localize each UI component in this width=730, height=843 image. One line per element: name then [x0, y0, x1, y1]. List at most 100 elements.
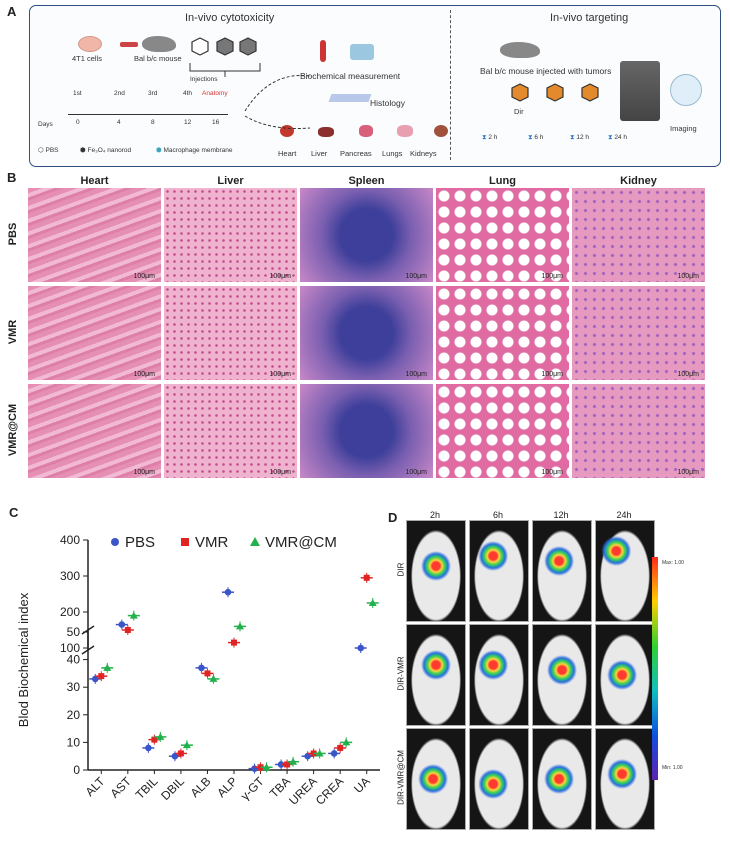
data-point-vmr-cm: [368, 599, 377, 606]
panel-b-label: B: [7, 170, 17, 185]
scale-bar-label: 100μm: [677, 273, 699, 280]
scale-bar-label: 100μm: [405, 273, 427, 280]
x-tick-label: CREA: [313, 774, 346, 807]
dir-label: Dir: [514, 107, 524, 116]
mouse-image-dir-vmr-24h: [595, 624, 655, 726]
day-12: 12: [184, 119, 192, 126]
organ-liver: Liver: [311, 149, 328, 158]
days-label: Days: [38, 121, 53, 128]
data-point-pbs: [145, 744, 152, 752]
y-tick-label: 300: [60, 569, 80, 583]
time-12h: ⧗ 12 h: [570, 134, 590, 141]
histology-image-lung-vmr: 100μm: [436, 286, 569, 380]
organ-pancreas: Pancreas: [340, 149, 372, 158]
scale-bar-label: 100μm: [133, 273, 155, 280]
imaging-row-label-dir: DIR: [396, 562, 406, 577]
histology-image-spleen-vmr-cm: 100μm: [300, 384, 433, 478]
data-point-vmr: [204, 670, 211, 677]
data-point-pbs: [224, 588, 232, 596]
y-tick-label: 10: [67, 735, 81, 749]
mouse-image-dir-vmr-cm-6h: [469, 728, 529, 830]
data-point-pbs: [304, 752, 311, 760]
data-point-vmr-cm: [289, 757, 298, 765]
histology-image-spleen-pbs: 100μm: [300, 188, 433, 282]
data-point-vmr-cm: [315, 749, 324, 757]
y-tick-label: 20: [67, 708, 81, 722]
dose-3: 3rd: [148, 90, 158, 97]
legend-label: VMR: [195, 534, 229, 551]
y-tick-label: 400: [60, 533, 80, 547]
data-point-vmr: [177, 750, 184, 757]
data-point-vmr: [337, 744, 344, 751]
mouse-image-dir-vmr-6h: [469, 624, 529, 726]
scale-bar-label: 100μm: [133, 469, 155, 476]
legend-membrane: ⬢ Macrophage membrane: [156, 147, 233, 154]
data-point-pbs: [330, 750, 338, 757]
y-tick-label: 0: [73, 763, 80, 777]
data-point-vmr: [284, 761, 291, 768]
data-point-pbs: [91, 675, 99, 683]
panel-a-label: A: [7, 4, 17, 19]
scale-bar-label: 100μm: [541, 371, 563, 378]
mouse-icon: [142, 36, 176, 52]
day-4: 4: [117, 119, 121, 126]
time-6h: ⧗ 6 h: [528, 134, 544, 141]
data-point-vmr-cm: [342, 738, 351, 746]
row-label-pbs: PBS: [7, 222, 19, 246]
mouse-image-dir-vmr-cm-24h: [595, 728, 655, 830]
syringe-icon: [120, 42, 138, 47]
targeting-title: In-vivo targeting: [550, 12, 629, 24]
time-label-6h: 6h: [492, 510, 503, 520]
data-point-vmr-cm: [262, 763, 271, 771]
panel-c-label: C: [9, 505, 19, 520]
x-tick-label: AST: [108, 774, 135, 801]
scale-bar-label: 100μm: [269, 469, 291, 476]
mouse-image-dir-vmr-2h: [406, 624, 466, 726]
data-point-vmr-cm: [156, 732, 165, 740]
legend-marker-vmr: [181, 538, 189, 546]
dir-hexagons-icon: [511, 83, 599, 102]
x-tick-label: UA: [351, 774, 373, 796]
scale-bar-label: 100μm: [541, 469, 563, 476]
anatomy-label: Anatomy: [202, 90, 228, 97]
mouse-image-dir-vmr-12h: [532, 624, 592, 726]
data-point-vmr: [363, 574, 370, 581]
data-point-vmr: [151, 736, 158, 743]
y-tick-label: 100: [60, 641, 80, 655]
mouse-image-dir-2h: [406, 520, 466, 622]
cells-label: 4T1 cells: [72, 54, 103, 63]
data-point-vmr-cm: [103, 663, 112, 671]
column-label-lung: Lung: [489, 175, 516, 187]
biochemical-chart: 0 10 20 30 40 50 100 200 300 400 Blod Biochemical …: [16, 533, 380, 808]
dose-1: 1st: [73, 90, 82, 97]
row-label-vmr: VMR: [7, 319, 19, 345]
histology-image-heart-vmr-cm: 100μm: [28, 384, 161, 478]
axis-break-mark: [81, 625, 95, 635]
panel-a-schematic: In-vivo cytotoxicity In-vivo targeting 4…: [29, 5, 721, 167]
x-tick-label: ALP: [214, 774, 240, 800]
data-point-vmr-cm: [129, 611, 138, 619]
histology-image-spleen-vmr: 100μm: [300, 286, 433, 380]
time-2h: ⧗ 2 h: [482, 134, 498, 141]
time-label-12h: 12h: [553, 510, 569, 520]
y-axis-title: Blod Biochemical index: [16, 592, 31, 727]
imaging-label: Imaging: [670, 124, 697, 133]
histology-image-lung-vmr-cm: 100μm: [436, 384, 569, 478]
scale-bar-label: 100μm: [269, 273, 291, 280]
legend-label: VMR@CM: [265, 534, 337, 551]
histology-image-kidney-vmr-cm: 100μm: [572, 384, 705, 478]
organ-lungs: Lungs: [382, 149, 403, 158]
scale-bar-label: 100μm: [405, 371, 427, 378]
dose-2: 2nd: [114, 90, 125, 97]
histology-label: Histology: [370, 98, 405, 108]
histology-image-heart-pbs: 100μm: [28, 188, 161, 282]
x-tick-label: ALB: [188, 774, 214, 800]
histology-image-kidney-vmr: 100μm: [572, 286, 705, 380]
mouse-image-dir-24h: [595, 520, 655, 622]
histology-image-kidney-pbs: 100μm: [572, 188, 705, 282]
y-tick-label: 200: [60, 605, 80, 619]
histology-image-liver-vmr: 100μm: [164, 286, 297, 380]
colorbar-min-label: Min: 1.00: [662, 765, 683, 771]
time-24h: ⧗ 24 h: [608, 134, 628, 141]
x-tick-label: DBIL: [158, 774, 187, 803]
